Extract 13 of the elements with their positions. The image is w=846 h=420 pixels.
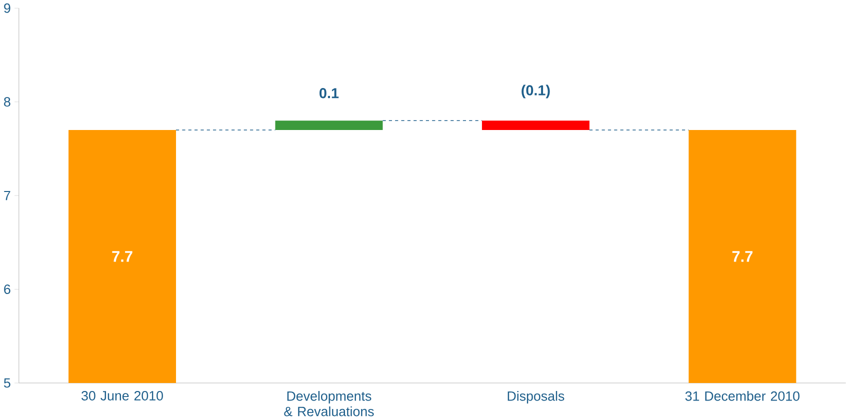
x-tick-label: 31 December 2010: [685, 391, 800, 401]
y-tick-label: 5: [4, 378, 10, 388]
y-tick-label: 6: [4, 284, 10, 294]
x-tick-label: Disposals: [508, 391, 564, 404]
data-label: 0.1: [320, 88, 339, 98]
data-label: (0.1): [522, 84, 550, 98]
data-label: 7.7: [112, 251, 132, 262]
data-label: 7.7: [732, 251, 752, 262]
y-tick-label: 7: [4, 191, 10, 200]
y-tick-label: 8: [4, 97, 10, 107]
y-tick-label: 9: [4, 4, 10, 14]
x-tick-label: Developments & Revaluations: [284, 391, 374, 416]
x-tick-label: 30 June 2010: [82, 391, 163, 401]
